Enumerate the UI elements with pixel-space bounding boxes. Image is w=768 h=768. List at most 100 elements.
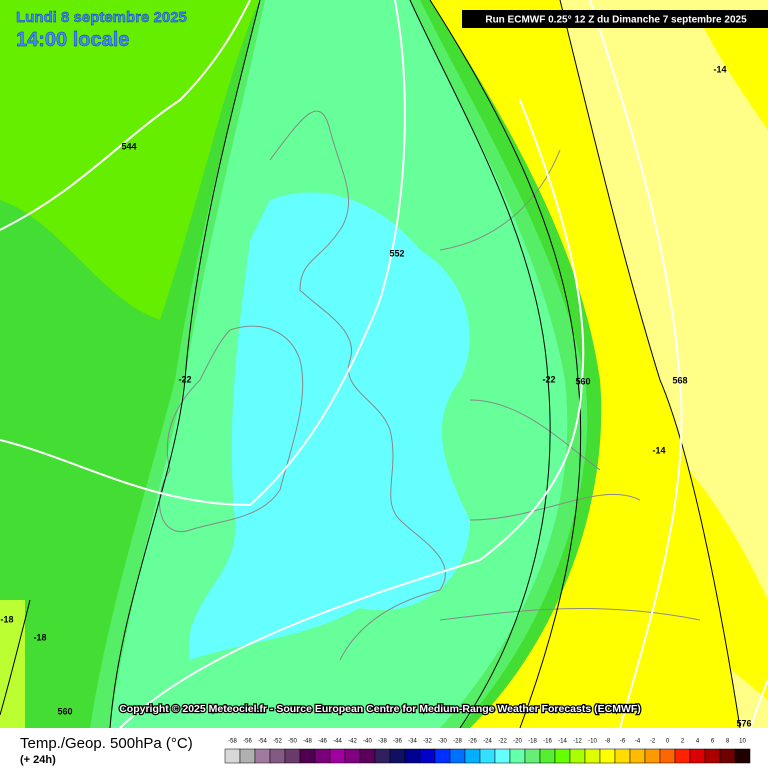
legend-swatch: [419, 748, 436, 764]
legend-swatch: [299, 748, 316, 764]
geopotential: [0, 0, 406, 507]
legend-swatch: [239, 748, 256, 764]
legend-swatch: [584, 748, 601, 764]
forecast-time: 14:00 locale: [16, 29, 129, 51]
contour-label: -22: [178, 374, 191, 384]
legend-label: -8: [605, 739, 611, 745]
legend-label: -54: [258, 739, 267, 745]
run-info: Run ECMWF 0.25° 12 Z du Dimanche 7 septe…: [485, 15, 747, 26]
legend-swatch: [629, 748, 646, 764]
isotherm: [109, 0, 261, 729]
legend-swatch: [614, 748, 631, 764]
geopotential: [589, 0, 683, 729]
legend-label: -6: [620, 739, 626, 745]
legend-swatch: [314, 748, 331, 764]
footer-title: Temp./Geop. 500hPa (°C): [20, 735, 193, 752]
legend-swatch: [689, 748, 706, 764]
contour-label: -18: [33, 632, 46, 642]
legend-label: -26: [468, 739, 477, 745]
map-field: [0, 0, 768, 728]
legend-label: -24: [483, 739, 492, 745]
legend-label: -28: [453, 739, 462, 745]
legend-label: -36: [393, 739, 402, 745]
isotherm: [429, 0, 582, 729]
legend-swatch: [554, 748, 571, 764]
contour-label: 544: [121, 141, 136, 151]
legend-label: -48: [303, 739, 312, 745]
legend-swatch: [569, 748, 586, 764]
legend-swatch: [269, 748, 286, 764]
color-legend: -58 -56 -54 -52 -50 -48 -46 -44 -42 -40 -38 -36 -34-…: [224, 739, 751, 764]
geopotential: [0, 0, 251, 231]
legend-label: -56: [243, 739, 252, 745]
footer-lead: (+ 24h): [20, 754, 56, 766]
contour-label: 560: [57, 706, 72, 716]
contour-label: -22: [542, 374, 555, 384]
legend-swatch: [539, 748, 556, 764]
contour-label: -14: [652, 445, 665, 455]
field-east-yellow: [640, 420, 768, 700]
legend-label: -50: [288, 739, 297, 745]
legend-swatch: [254, 748, 271, 764]
legend-label: -14: [558, 739, 567, 745]
legend-swatch: [659, 748, 676, 764]
field-minus22: [188, 192, 470, 660]
field-inner-yellow: [700, 20, 768, 130]
legend-swatch: [464, 748, 481, 764]
geopotential: [749, 679, 768, 729]
legend-swatch: [359, 748, 376, 764]
contour-label: -14: [713, 64, 726, 74]
legend-swatch: [479, 748, 496, 764]
legend-swatch: [449, 748, 466, 764]
contour-label: 576: [736, 718, 751, 728]
legend-label: 4: [696, 739, 700, 745]
legend-label: -40: [363, 739, 372, 745]
contours: [0, 0, 768, 729]
legend-swatch: [674, 748, 691, 764]
legend-label: -32: [423, 739, 432, 745]
legend-label: -42: [348, 739, 357, 745]
legend-swatch: [224, 748, 241, 764]
legend-swatch: [344, 748, 361, 764]
legend-label: -12: [573, 739, 582, 745]
legend-label: -22: [498, 739, 507, 745]
legend-label: -44: [333, 739, 342, 745]
legend-swatch: [494, 748, 511, 764]
legend-swatch: [644, 748, 661, 764]
legend-label: -30: [438, 739, 447, 745]
legend-swatch: [374, 748, 391, 764]
legend-label: 2: [681, 739, 685, 745]
contour-label: 568: [672, 375, 687, 385]
legend-label: -2: [650, 739, 656, 745]
legend-label: -34: [408, 739, 417, 745]
contour-label: 560: [575, 376, 590, 386]
legend-swatch: [404, 748, 421, 764]
legend-swatch: [329, 748, 346, 764]
legend-label: -20: [513, 739, 522, 745]
isotherm: [409, 0, 551, 729]
legend-label: -38: [378, 739, 387, 745]
legend-swatch: [509, 748, 526, 764]
legend-label: 6: [711, 739, 715, 745]
coast-europe: [439, 149, 701, 621]
geopotential: [119, 99, 585, 729]
copyright: Copyright © 2025 Meteociel.fr - Source E…: [119, 703, 641, 715]
run-box: [462, 10, 768, 28]
forecast-date: Lundi 8 septembre 2025: [16, 9, 187, 26]
legend-label: -16: [543, 739, 552, 745]
legend-swatch: [719, 748, 736, 764]
legend-label: -58: [228, 739, 237, 745]
legend-label: 0: [666, 739, 670, 745]
legend-label: -4: [635, 739, 641, 745]
coast-ireland: [159, 325, 304, 533]
legend-label: -18: [528, 739, 537, 745]
legend-swatch: [599, 748, 616, 764]
legend-label: 10: [739, 739, 746, 745]
legend-swatch: [434, 748, 451, 764]
legend-swatch: [704, 748, 721, 764]
legend-label: -46: [318, 739, 327, 745]
legend-swatch: [734, 748, 751, 764]
legend-swatch: [389, 748, 406, 764]
